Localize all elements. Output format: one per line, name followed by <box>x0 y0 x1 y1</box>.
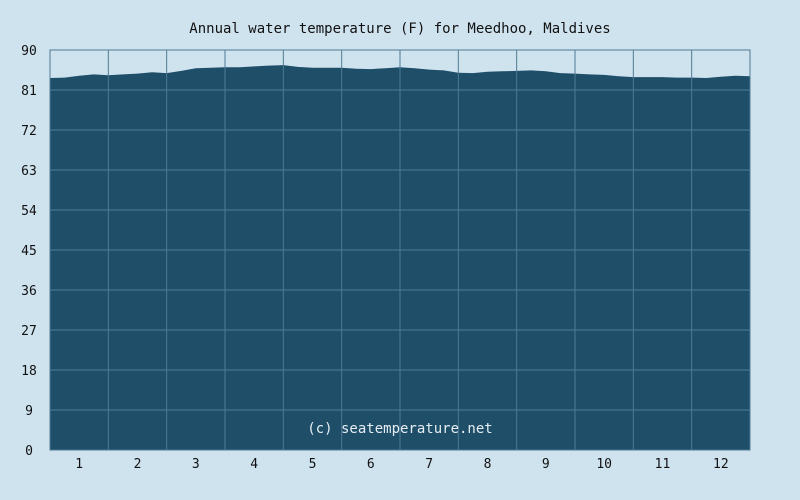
y-tick-label: 18 <box>21 364 37 379</box>
y-tick-label: 81 <box>21 84 37 99</box>
x-tick-label: 7 <box>425 457 433 472</box>
x-tick-label: 5 <box>309 457 317 472</box>
x-tick-label: 1 <box>75 457 83 472</box>
watermark-text: (c) seatemperature.net <box>307 421 492 437</box>
plot-area <box>49 49 751 451</box>
y-tick-label: 36 <box>21 284 37 299</box>
y-tick-label: 27 <box>21 324 37 339</box>
x-tick-label: 9 <box>542 457 550 472</box>
x-tick-label: 3 <box>192 457 200 472</box>
x-tick-label: 10 <box>596 457 612 472</box>
y-tick-label: 90 <box>21 44 37 59</box>
y-tick-label: 0 <box>25 444 33 459</box>
y-tick-label: 63 <box>21 164 37 179</box>
y-tick-label: 54 <box>21 204 37 219</box>
plot-frame <box>49 49 751 451</box>
y-tick-label: 9 <box>25 404 33 419</box>
x-tick-label: 4 <box>250 457 258 472</box>
x-tick-label: 12 <box>713 457 729 472</box>
x-tick-label: 8 <box>484 457 492 472</box>
gridlines <box>49 49 751 451</box>
x-tick-label: 11 <box>655 457 671 472</box>
x-axis: 1 2 3 4 5 6 7 8 9 10 11 12 <box>75 457 728 472</box>
y-tick-label: 72 <box>21 124 37 139</box>
chart-title: Annual water temperature (F) for Meedhoo… <box>189 21 610 37</box>
x-tick-label: 6 <box>367 457 375 472</box>
x-tick-label: 2 <box>134 457 142 472</box>
y-axis: 0 9 18 27 36 45 54 63 72 81 90 <box>21 44 37 459</box>
y-tick-label: 45 <box>21 244 37 259</box>
